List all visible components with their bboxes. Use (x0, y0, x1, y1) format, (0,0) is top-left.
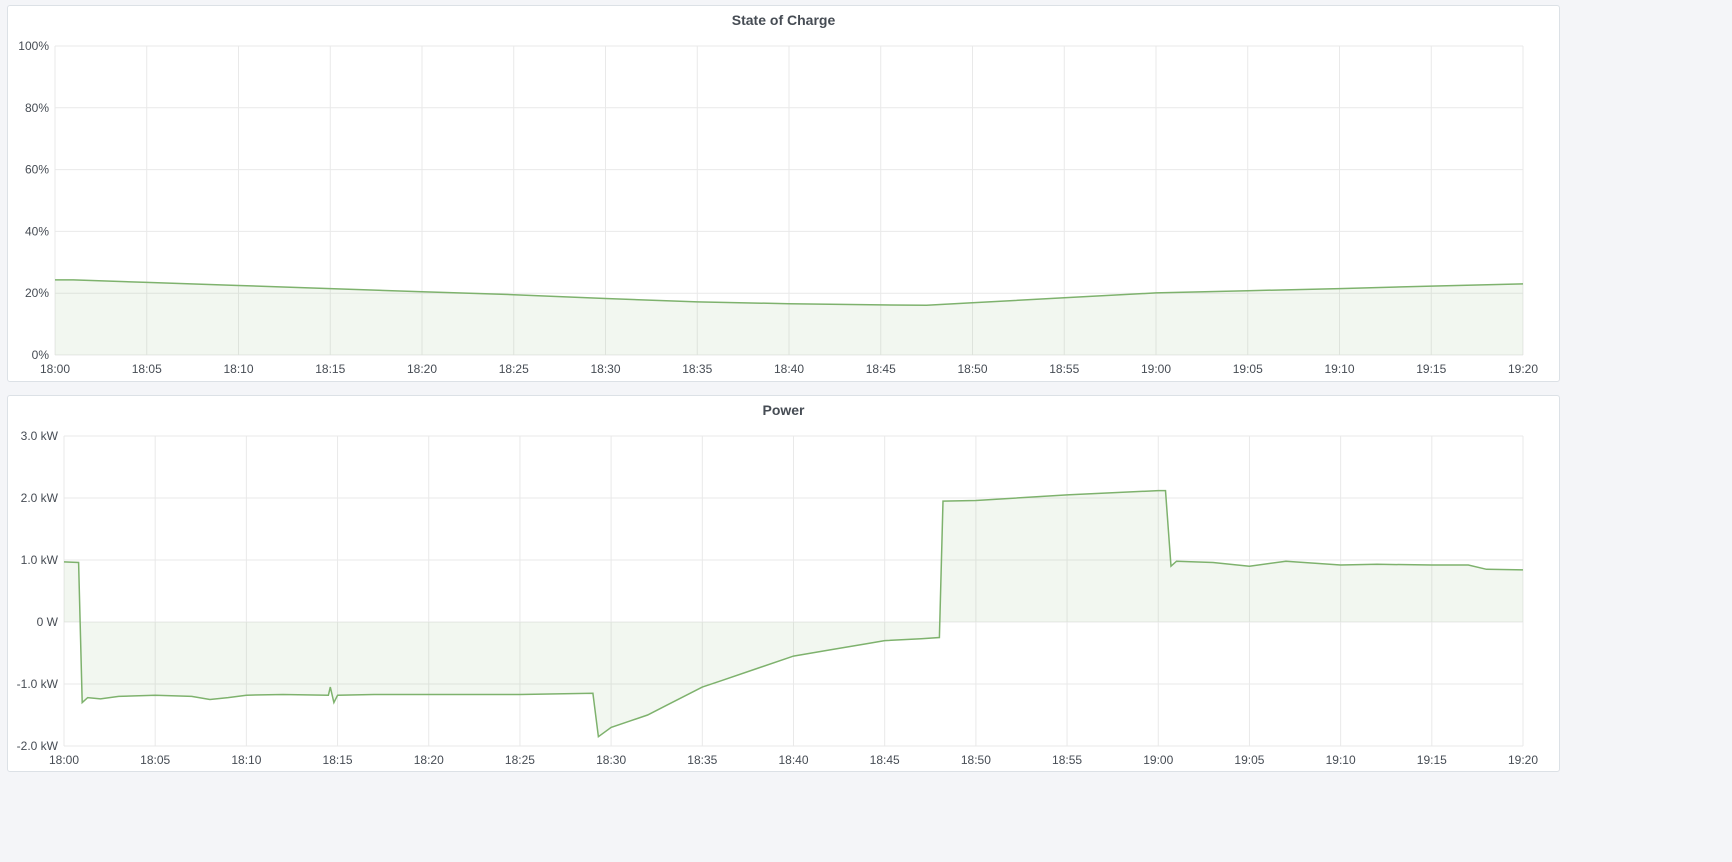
series-area (55, 279, 1523, 355)
y-tick-label: 0 W (37, 615, 59, 629)
x-tick-label: 18:45 (870, 753, 900, 767)
x-tick-label: 18:10 (231, 753, 261, 767)
y-tick-label: -2.0 kW (17, 739, 59, 753)
power-title: Power (762, 402, 805, 418)
y-tick-label: 1.0 kW (21, 553, 59, 567)
x-tick-label: 19:15 (1416, 362, 1446, 376)
x-tick-label: 18:30 (590, 362, 620, 376)
x-tick-label: 18:00 (40, 362, 70, 376)
x-tick-label: 18:40 (774, 362, 804, 376)
x-tick-label: 18:05 (140, 753, 170, 767)
soc-panel: State of Charge 18:00 18:05 18:10 18:15 18:2… (7, 5, 1560, 382)
series-line (63, 489, 1524, 739)
x-tick-label: 19:05 (1234, 753, 1264, 767)
x-tick-label: 18:20 (414, 753, 444, 767)
x-tick-label: 18:10 (223, 362, 253, 376)
series-area (64, 490, 1523, 737)
x-tick-label: 18:40 (778, 753, 808, 767)
x-tick-label: 18:55 (1049, 362, 1079, 376)
y-tick-label: 20% (25, 286, 49, 300)
x-tick-label: 18:15 (315, 362, 345, 376)
x-tick-label: 18:25 (505, 753, 535, 767)
x-tick-label: 19:20 (1508, 753, 1538, 767)
y-tick-label: 2.0 kW (21, 491, 59, 505)
x-tick-label: 18:35 (682, 362, 712, 376)
x-tick-label: 18:20 (407, 362, 437, 376)
x-tick-label: 18:50 (957, 362, 987, 376)
power-chart: 18:00 18:05 18:10 18:15 18:20 18:25 18:30 18:35… (17, 429, 1539, 767)
x-tick-label: 19:10 (1326, 753, 1356, 767)
x-tick-label: 19:00 (1141, 362, 1171, 376)
series-line (55, 279, 1524, 307)
x-tick-label: 19:10 (1324, 362, 1354, 376)
x-tick-label: 18:15 (323, 753, 353, 767)
y-tick-label: 0% (32, 348, 50, 362)
y-tick-label: 100% (18, 39, 49, 53)
y-tick-label: 80% (25, 101, 49, 115)
power-panel: Power 18:00 18:05 18:10 18:15 18:20 18:25 18:3… (7, 395, 1560, 772)
x-tick-label: 18:35 (687, 753, 717, 767)
x-tick-label: 18:25 (499, 362, 529, 376)
x-tick-label: 18:00 (49, 753, 79, 767)
y-tick-label: 60% (25, 163, 49, 177)
y-tick-label: -1.0 kW (17, 677, 59, 691)
x-tick-label: 18:30 (596, 753, 626, 767)
soc-title: State of Charge (731, 12, 836, 28)
x-tick-label: 18:05 (132, 362, 162, 376)
x-tick-label: 19:20 (1508, 362, 1538, 376)
x-tick-label: 19:15 (1417, 753, 1447, 767)
x-tick-label: 19:00 (1143, 753, 1173, 767)
x-tick-label: 18:55 (1052, 753, 1082, 767)
y-tick-label: 3.0 kW (21, 429, 59, 443)
x-tick-label: 18:50 (961, 753, 991, 767)
x-tick-label: 18:45 (866, 362, 896, 376)
y-tick-label: 40% (25, 224, 49, 238)
soc-chart: 18:00 18:05 18:10 18:15 18:20 18:25 18:30 18:35… (18, 39, 1538, 376)
x-tick-label: 19:05 (1233, 362, 1263, 376)
